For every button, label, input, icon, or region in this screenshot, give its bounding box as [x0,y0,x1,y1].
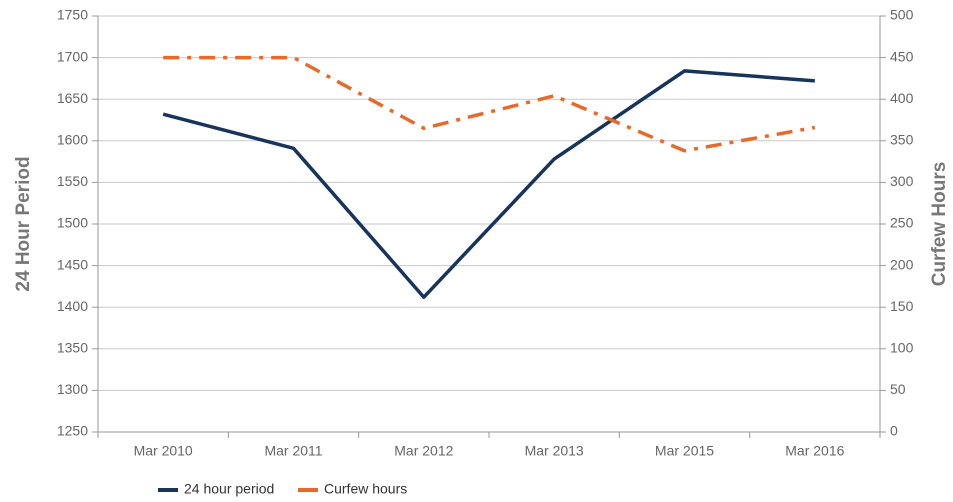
y2-tick-label: 350 [890,132,914,148]
y-tick-label: 1650 [57,90,88,106]
x-tick-label: Mar 2011 [264,443,322,459]
y-tick-label: 1700 [57,48,88,64]
y-tick-label: 1500 [57,215,88,231]
y2-tick-label: 450 [890,48,914,64]
y2-tick-label: 0 [890,423,898,439]
y-tick-label: 1300 [57,381,88,397]
x-tick-label: Mar 2012 [394,443,453,459]
series-line [163,55,816,153]
y2-tick-label: 300 [890,173,914,189]
y-tick-label: 1250 [57,423,88,439]
series-line [162,69,815,299]
y2-axis-title: Curfew Hours [929,162,950,287]
legend-label: 24 hour period [184,481,274,497]
x-tick-label: Mar 2013 [525,443,584,459]
y2-tick-label: 50 [890,381,906,397]
y2-tick-label: 250 [890,215,914,231]
x-tick-label: Mar 2016 [785,443,844,459]
y2-tick-label: 500 [890,7,914,23]
x-tick-label: Mar 2010 [134,443,193,459]
y-tick-label: 1750 [57,7,88,23]
y-tick-label: 1350 [57,340,88,356]
y-tick-label: 1400 [57,298,88,314]
y-tick-label: 1600 [57,132,88,148]
x-tick-label: Mar 2015 [655,443,714,459]
y2-tick-label: 200 [890,256,914,272]
y2-tick-label: 100 [890,340,914,356]
y-tick-label: 1550 [57,173,88,189]
y-tick-label: 1450 [57,256,88,272]
y2-tick-label: 400 [890,90,914,106]
legend-label: Curfew hours [324,481,407,497]
y-axis-title: 24 Hour Period [13,156,34,291]
y2-tick-label: 150 [890,298,914,314]
